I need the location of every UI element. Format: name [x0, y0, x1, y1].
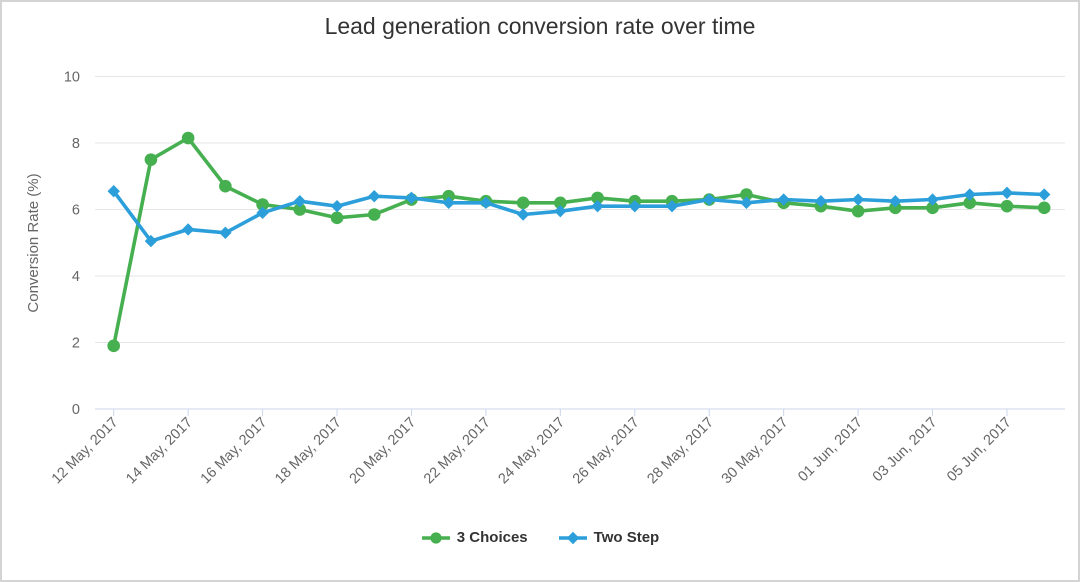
data-point-two-step[interactable] — [926, 193, 939, 206]
x-axis-tick-label: 03 Jun, 2017 — [870, 415, 941, 486]
series-line-3-choices[interactable] — [111, 136, 1046, 348]
data-point-two-step[interactable] — [628, 199, 641, 213]
x-axis-tick-label: 20 May, 2017 — [347, 415, 420, 488]
data-point-two-step[interactable] — [293, 194, 306, 208]
data-point-3-choices[interactable] — [740, 188, 753, 201]
legend-marker-diamond-icon — [558, 531, 587, 544]
series-3-choices — [107, 131, 1051, 353]
data-point-3-choices[interactable] — [181, 131, 195, 145]
legend-item-two-step[interactable]: Two Step — [558, 529, 660, 546]
data-point-two-step[interactable] — [591, 199, 604, 213]
data-point-two-step[interactable] — [144, 234, 158, 248]
data-point-two-step[interactable] — [1000, 186, 1014, 200]
x-axis-tick-label: 24 May, 2017 — [495, 415, 568, 488]
y-axis-tick-label: 10 — [64, 70, 80, 86]
legend-item-3-choices[interactable]: 3 Choices — [421, 529, 528, 546]
x-axis-tick-label: 22 May, 2017 — [421, 415, 494, 488]
data-point-3-choices[interactable] — [442, 189, 455, 203]
data-point-two-step[interactable] — [405, 191, 418, 205]
data-point-3-choices[interactable] — [219, 179, 232, 193]
x-axis-tick-label: 01 Jun, 2017 — [795, 415, 866, 486]
data-point-3-choices[interactable] — [851, 204, 865, 218]
data-point-two-step[interactable] — [1038, 188, 1051, 201]
legend-marker-circle-icon — [421, 531, 450, 544]
data-point-3-choices[interactable] — [926, 201, 939, 215]
x-axis-tick-label: 05 Jun, 2017 — [944, 415, 1015, 486]
x-axis-tick-label: 16 May, 2017 — [198, 415, 271, 488]
data-point-two-step[interactable] — [256, 206, 269, 220]
y-axis-tick-label: 0 — [72, 402, 80, 418]
x-axis-tick-label: 28 May, 2017 — [644, 415, 717, 488]
data-point-two-step[interactable] — [479, 196, 493, 210]
data-point-3-choices[interactable] — [1037, 201, 1051, 215]
x-axis-tick-label: 18 May, 2017 — [272, 415, 345, 488]
data-point-two-step[interactable] — [814, 194, 828, 208]
data-point-two-step[interactable] — [963, 188, 976, 201]
legend: 3 Choices Two Step — [2, 529, 1078, 546]
data-point-3-choices[interactable] — [330, 211, 344, 225]
x-axis-labels: 12 May, 2017 14 May, 2017 16 May, 2017 18 M… — [49, 409, 1015, 487]
y-axis-labels: 0 2 4 6 8 10 — [64, 70, 80, 419]
data-point-3-choices[interactable] — [293, 203, 307, 216]
data-point-two-step[interactable] — [777, 193, 790, 206]
data-point-3-choices[interactable] — [144, 153, 158, 166]
x-axis-tick-label: 12 May, 2017 — [49, 415, 122, 488]
data-point-3-choices[interactable] — [554, 196, 567, 210]
series-line-two-step[interactable] — [111, 189, 1046, 243]
y-axis-tick-label: 2 — [72, 336, 80, 352]
data-point-3-choices[interactable] — [591, 191, 604, 205]
data-point-3-choices[interactable] — [889, 201, 902, 215]
chart-title: Lead generation conversion rate over tim… — [324, 13, 756, 39]
data-point-two-step[interactable] — [740, 196, 753, 210]
y-axis-tick-label: 8 — [72, 136, 80, 152]
data-point-3-choices[interactable] — [516, 196, 530, 210]
data-point-3-choices[interactable] — [963, 196, 977, 210]
series-two-step — [107, 185, 1051, 248]
x-axis-tick-label: 14 May, 2017 — [123, 415, 196, 488]
data-point-two-step[interactable] — [181, 223, 195, 236]
data-point-two-step[interactable] — [516, 208, 530, 221]
data-point-two-step[interactable] — [889, 194, 902, 208]
data-point-two-step[interactable] — [703, 193, 716, 206]
y-axis-tick-label: 4 — [72, 269, 80, 285]
legend-label: Two Step — [593, 529, 660, 546]
x-axis-tick-label: 30 May, 2017 — [719, 415, 792, 488]
data-point-3-choices[interactable] — [1000, 199, 1014, 213]
y-axis-tick-label: 6 — [72, 203, 80, 219]
y-axis-title: Conversion Rate (%) — [25, 173, 42, 312]
data-point-two-step[interactable] — [665, 199, 679, 213]
data-point-two-step[interactable] — [219, 226, 232, 239]
x-axis-tick-label: 26 May, 2017 — [570, 415, 643, 488]
legend-label: 3 Choices — [456, 529, 528, 546]
data-point-3-choices[interactable] — [367, 208, 381, 221]
data-point-3-choices[interactable] — [107, 339, 120, 353]
data-point-3-choices[interactable] — [256, 198, 269, 211]
data-point-two-step[interactable] — [554, 204, 567, 218]
data-point-two-step[interactable] — [851, 193, 865, 206]
data-point-two-step[interactable] — [442, 196, 455, 210]
data-point-two-step[interactable] — [107, 185, 120, 198]
data-point-two-step[interactable] — [330, 199, 344, 213]
data-point-two-step[interactable] — [368, 190, 381, 203]
